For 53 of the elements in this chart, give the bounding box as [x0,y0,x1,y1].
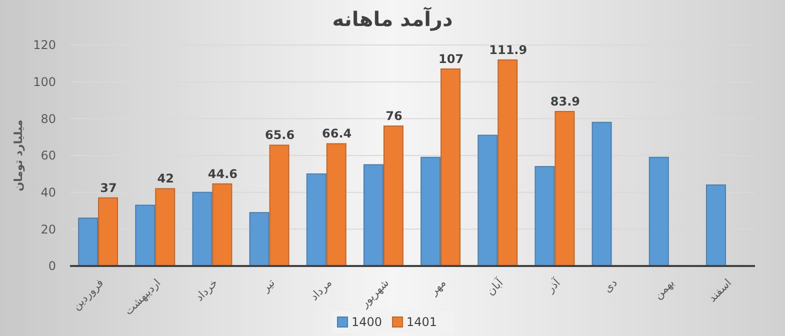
bar [269,144,290,266]
bar [249,212,270,266]
chart-title: درآمد ماهانه [332,6,453,31]
bar [592,122,612,266]
bar [363,164,384,266]
bar [534,166,555,266]
bar [383,126,404,266]
bar [98,197,118,266]
data-label: 83.9 [550,94,580,108]
y-tick-label: 120 [33,38,56,52]
bar [554,110,575,266]
bar [78,218,98,266]
y-tick-label: 20 [40,222,56,236]
y-tick-label: 100 [33,75,56,90]
x-tick-label: آبان [483,275,506,298]
x-tick-label: فروردین [70,276,106,313]
x-tick-label: تیر [258,276,278,296]
bar [440,68,461,266]
data-label: 111.9 [489,42,528,57]
x-tick-label: مهر [426,276,449,298]
x-tick-label: مرداد [308,276,335,304]
data-label: 107 [438,52,464,66]
x-tick-label: بهمن [652,276,677,302]
data-label: 76 [386,109,402,124]
data-label: 42 [157,172,174,186]
x-tick-label: آذر [542,275,564,296]
legend-label: 1400 [352,315,382,330]
bar [155,188,176,266]
x-tick-label: خرداد [192,276,220,304]
bar [212,183,232,266]
bar [135,204,156,266]
x-tick-label: شهریور [357,276,392,311]
bar [326,143,346,266]
bar [706,184,726,266]
y-tick-label: 60 [40,148,56,163]
bar [648,156,669,266]
bar [420,156,441,266]
bar [498,59,518,266]
y-axis-title: میلیارد تومان [12,120,25,192]
y-tick-label: 40 [40,186,56,200]
bar [192,192,212,266]
x-tick-label: دی [601,276,620,296]
data-label: 44.6 [208,166,238,181]
legend-label: 1401 [406,315,438,330]
bar [306,173,326,266]
data-label: 37 [100,180,117,195]
x-tick-label: اردیبهشت [122,276,164,318]
y-tick-label: 80 [40,112,56,126]
data-label: 66.4 [322,126,352,141]
data-label: 65.6 [264,128,295,142]
x-tick-label: اسفند [706,276,734,305]
bar [478,134,498,266]
y-tick-label: 0 [48,259,56,274]
